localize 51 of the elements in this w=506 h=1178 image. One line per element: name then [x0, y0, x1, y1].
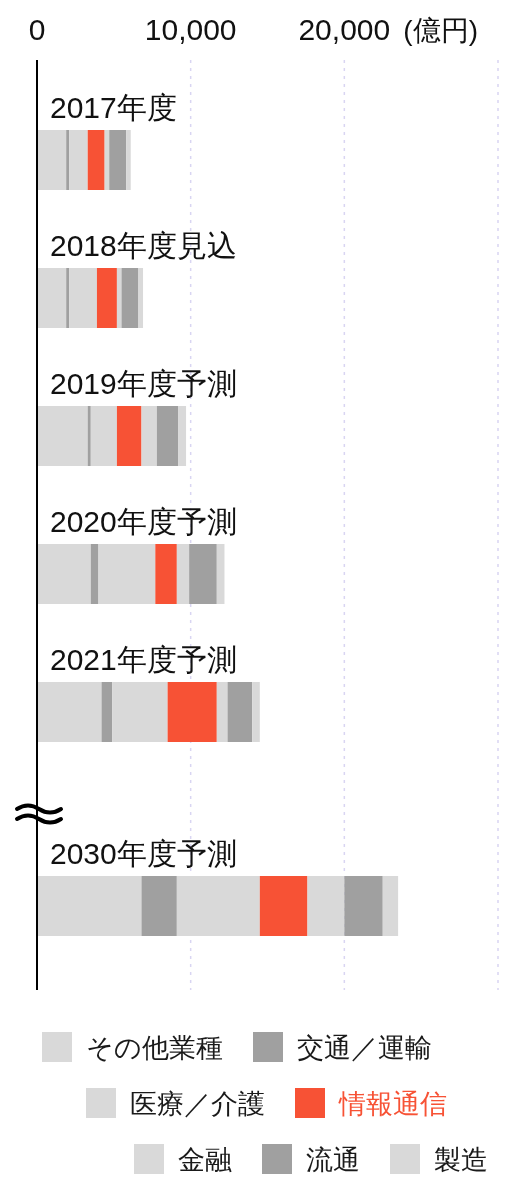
y-tick-label: 2021年度予測: [50, 643, 237, 676]
legend-label: その他業種: [86, 1033, 223, 1063]
bar: [227, 682, 253, 742]
bar: [101, 682, 113, 742]
bar: [178, 406, 187, 466]
x-axis-title: (億円): [403, 15, 478, 46]
bar: [37, 268, 67, 328]
bar: [121, 268, 139, 328]
legend-label: 交通／運輸: [297, 1033, 432, 1063]
bar: [96, 268, 117, 328]
bar: [66, 130, 70, 190]
bar: [37, 682, 102, 742]
legend-label: 情報通信: [338, 1089, 447, 1119]
x-tick-label: 10,000: [144, 13, 237, 46]
bar: [252, 682, 260, 742]
legend-label: 医療／介護: [130, 1089, 265, 1119]
bar: [126, 130, 131, 190]
bar: [98, 544, 156, 604]
bar: [87, 406, 91, 466]
bar: [66, 268, 70, 328]
legend-label: 製造: [434, 1145, 488, 1175]
x-tick-label: 0: [28, 13, 46, 46]
bar: [116, 268, 122, 328]
bar: [216, 544, 225, 604]
bar: [176, 544, 190, 604]
bar: [87, 130, 105, 190]
y-tick-label: 2018年度見込: [50, 229, 237, 262]
legend-label: 金融: [178, 1145, 232, 1175]
y-tick-label: 2017年度: [50, 91, 177, 124]
bar: [167, 682, 217, 742]
bar: [155, 544, 177, 604]
bar: [216, 682, 228, 742]
legend-label: 流通: [306, 1145, 360, 1175]
bar: [90, 406, 117, 466]
bar: [112, 682, 168, 742]
y-tick-label: 2020年度予測: [50, 505, 237, 538]
bar: [116, 406, 142, 466]
bar: [37, 544, 91, 604]
bar: [37, 406, 88, 466]
bar: [90, 544, 99, 604]
bar: [141, 406, 157, 466]
bar: [37, 130, 67, 190]
x-tick-label: 20,000: [298, 13, 391, 46]
bar: [156, 406, 179, 466]
bar: [109, 130, 127, 190]
y-tick-label: 2019年度予測: [50, 367, 237, 400]
bar: [189, 544, 217, 604]
bar: [69, 130, 88, 190]
y-tick-label: 2030年度予測: [50, 837, 237, 870]
bar: [138, 268, 144, 328]
bar: [69, 268, 97, 328]
